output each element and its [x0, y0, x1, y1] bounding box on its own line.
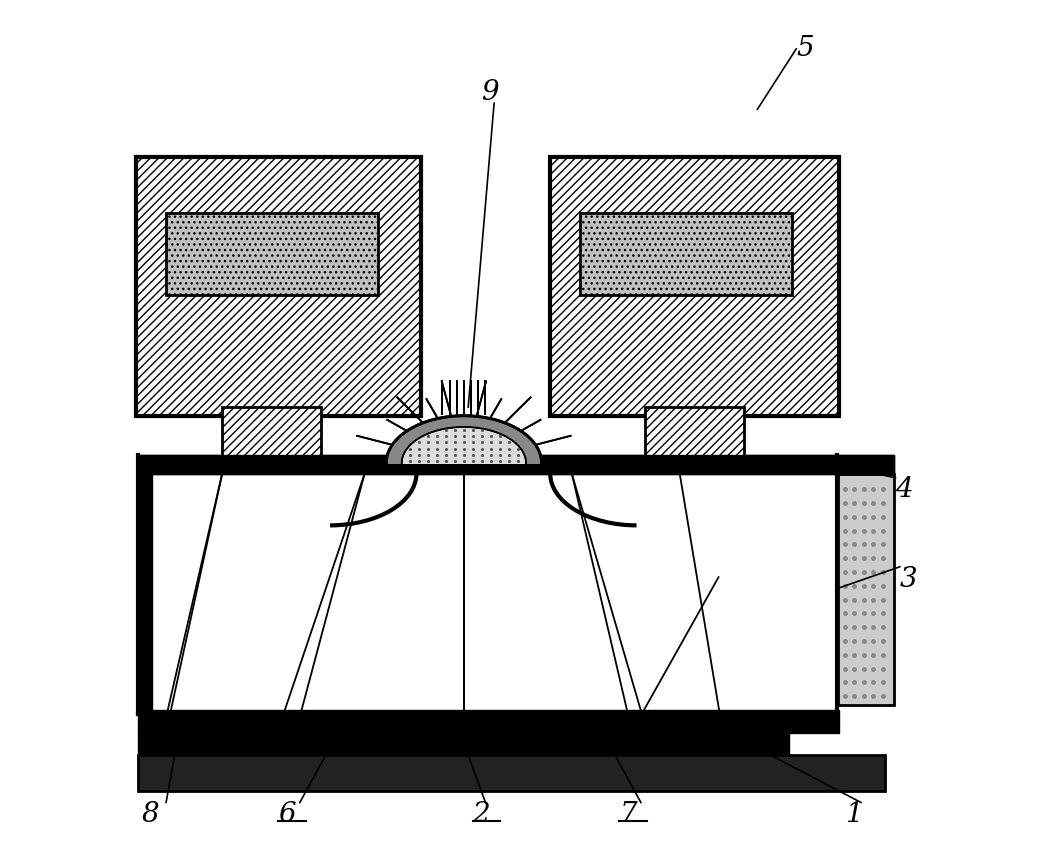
Bar: [137, 455, 837, 474]
Bar: [837, 455, 893, 474]
Text: 6: 6: [279, 801, 296, 828]
Bar: [580, 213, 791, 295]
Text: 3: 3: [900, 566, 917, 593]
Text: 2: 2: [472, 801, 490, 828]
Bar: [137, 710, 838, 733]
Text: 4: 4: [895, 475, 913, 502]
Text: 7: 7: [619, 801, 636, 828]
Bar: [837, 455, 893, 474]
Polygon shape: [401, 427, 526, 463]
Text: 9: 9: [482, 79, 499, 106]
Bar: [166, 213, 378, 295]
Bar: [137, 469, 152, 714]
Text: 8: 8: [141, 801, 159, 828]
Bar: [550, 157, 839, 416]
Bar: [137, 733, 789, 755]
Bar: [152, 474, 837, 714]
Bar: [837, 474, 893, 705]
Bar: [223, 407, 321, 472]
Text: 1: 1: [844, 801, 862, 828]
Bar: [136, 157, 421, 416]
Bar: [137, 455, 837, 474]
Polygon shape: [386, 416, 542, 463]
Polygon shape: [386, 416, 542, 463]
Text: 5: 5: [797, 36, 814, 62]
Bar: [645, 407, 745, 472]
Polygon shape: [401, 427, 526, 463]
Bar: [137, 755, 885, 792]
